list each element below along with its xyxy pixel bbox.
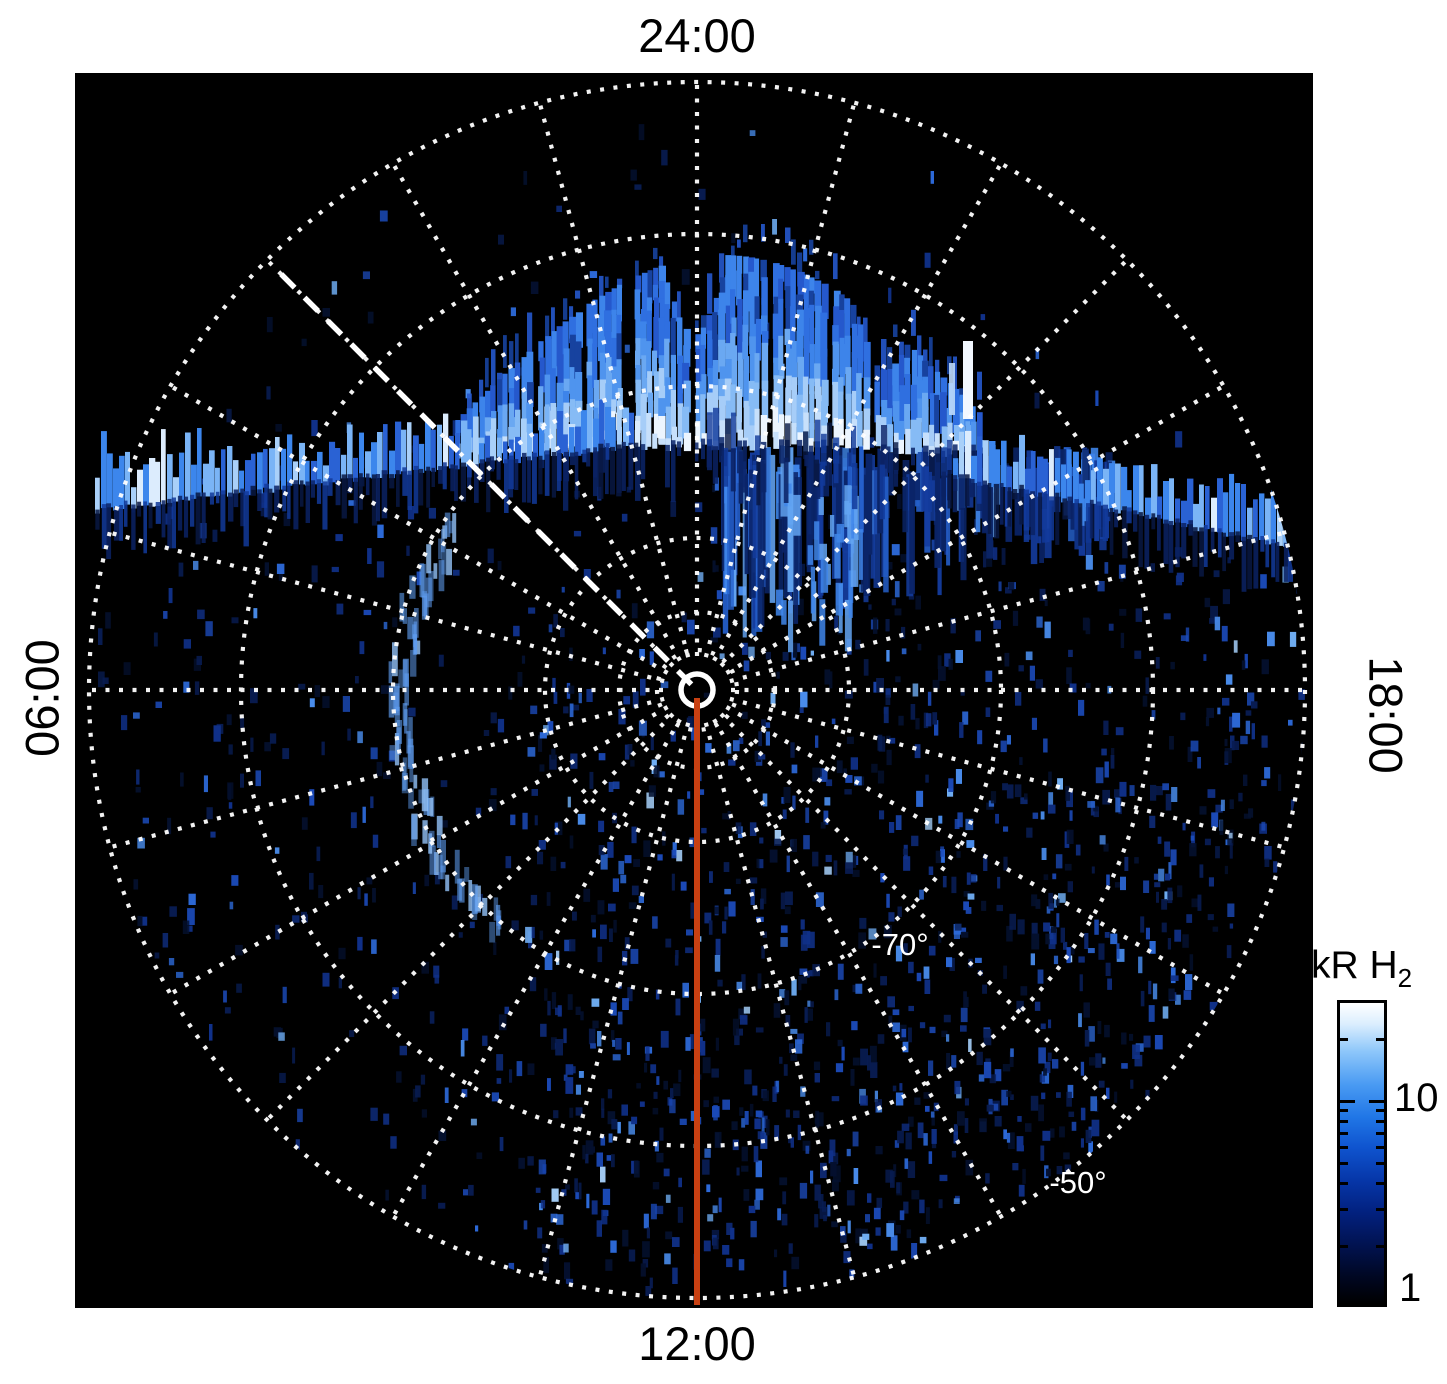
colorbar-tick-label-1: 1 — [1399, 1266, 1422, 1310]
polar-plot-area: -70° -50° — [75, 73, 1313, 1308]
colorbar-title: kR H2 — [1311, 944, 1413, 993]
axis-label-dusk: 18:00 — [1359, 656, 1413, 774]
colorbar-tick — [1376, 1208, 1384, 1212]
colorbar-tick — [1369, 1100, 1384, 1103]
colorbar-tick — [1340, 1182, 1348, 1186]
colorbar-tick — [1340, 1162, 1348, 1166]
latitude-label-70: -70° — [871, 927, 929, 962]
colorbar-tick — [1340, 1244, 1348, 1248]
colorbar-tick — [1376, 1145, 1384, 1149]
colorbar-tick — [1340, 1132, 1348, 1136]
colorbar-tick — [1340, 1120, 1348, 1124]
colorbar-tick — [1340, 1109, 1348, 1113]
colorbar-tick — [1340, 1037, 1348, 1041]
axis-label-dawn: 06:00 — [15, 639, 69, 757]
colorbar-tick — [1340, 1208, 1348, 1212]
colorbar-tick — [1376, 1162, 1384, 1166]
latitude-label-50: -50° — [1049, 1165, 1107, 1200]
colorbar-tick — [1376, 1244, 1384, 1248]
colorbar — [1337, 1000, 1387, 1307]
colorbar-tick — [1376, 1182, 1384, 1186]
colorbar-tick — [1340, 1100, 1355, 1103]
axis-label-midnight: 24:00 — [638, 9, 756, 62]
colorbar-tick — [1340, 1145, 1348, 1149]
colorbar-tick — [1376, 1120, 1384, 1124]
colorbar-tick — [1376, 1037, 1384, 1041]
colorbar-tick-label-10: 10 — [1394, 1076, 1439, 1120]
colorbar-tick — [1376, 1109, 1384, 1113]
colorbar-tick — [1376, 1132, 1384, 1136]
polar-plot-svg — [75, 73, 1313, 1308]
axis-label-noon: 12:00 — [638, 1317, 756, 1370]
colorbar-title-subscript: 2 — [1397, 963, 1413, 993]
